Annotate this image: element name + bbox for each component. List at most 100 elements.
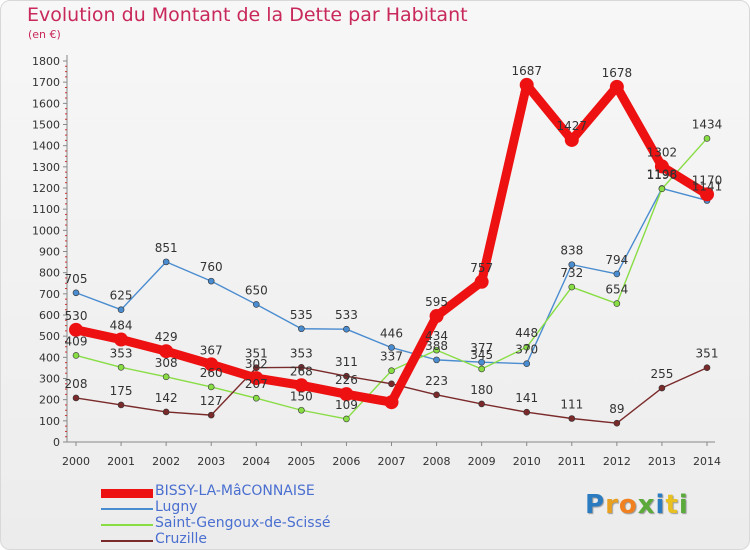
series-point-1 <box>433 356 440 364</box>
legend: BISSY-LA-MâCONNAISE Lugny Saint-Gengoux-de… <box>101 483 361 549</box>
data-label: 175 <box>110 384 133 398</box>
series-point-3 <box>613 419 621 427</box>
data-label: 530 <box>65 309 88 323</box>
x-tick-label: 2006 <box>332 455 360 468</box>
data-label: 111 <box>560 398 583 412</box>
series-point-3 <box>162 408 170 416</box>
series-point-0 <box>384 395 399 410</box>
series-point-3 <box>523 408 531 416</box>
legend-item: Saint-Gengoux-de-Scissé <box>101 515 361 533</box>
x-tick-label: 2002 <box>152 455 180 468</box>
series-point-1 <box>252 301 260 308</box>
data-label: 302 <box>245 357 268 371</box>
data-label: 409 <box>65 334 88 348</box>
x-tick-label: 2005 <box>287 455 315 468</box>
series-point-3 <box>72 394 80 402</box>
series-point-1 <box>613 270 621 278</box>
data-label: 370 <box>515 343 538 357</box>
data-label: 89 <box>609 402 624 416</box>
series-point-2 <box>72 352 80 359</box>
y-tick-label: 1700 <box>32 76 60 89</box>
data-label: 1302 <box>647 145 678 159</box>
y-tick-label: 500 <box>39 330 60 343</box>
x-tick-label: 2001 <box>107 455 135 468</box>
series-point-0 <box>429 309 444 324</box>
data-label: 377 <box>470 341 493 355</box>
data-label: 533 <box>335 308 358 322</box>
series-point-0 <box>700 187 714 202</box>
data-label: 625 <box>110 289 133 303</box>
y-tick-label: 1000 <box>32 224 60 237</box>
series-point-3 <box>298 363 305 371</box>
x-tick-label: 2004 <box>242 455 270 468</box>
data-label: 1687 <box>511 64 542 78</box>
y-tick-label: 1200 <box>32 182 60 195</box>
series-point-3 <box>117 401 125 409</box>
data-label: 260 <box>200 366 223 380</box>
data-label: 732 <box>560 266 583 280</box>
series-point-0 <box>204 357 219 372</box>
series-point-2 <box>478 365 485 373</box>
y-tick-label: 1500 <box>32 119 60 132</box>
series-point-0 <box>339 387 354 402</box>
legend-label: Saint-Gengoux-de-Scissé <box>155 515 331 531</box>
data-label: 654 <box>605 283 628 297</box>
data-label: 311 <box>335 355 358 369</box>
series-point-2 <box>162 373 170 381</box>
legend-swatch <box>101 508 153 510</box>
series-point-1 <box>162 258 170 266</box>
data-label: 484 <box>110 319 133 333</box>
data-label: 208 <box>65 377 88 391</box>
y-tick-label: 200 <box>39 394 60 407</box>
data-label: 345 <box>470 348 493 362</box>
data-label: 650 <box>245 283 268 297</box>
data-label: 226 <box>335 373 358 387</box>
series-point-2 <box>298 406 305 414</box>
series-point-0 <box>249 371 264 386</box>
data-label: 353 <box>110 346 133 360</box>
data-label: 1678 <box>602 66 633 80</box>
data-label: 308 <box>155 356 178 370</box>
series-point-0 <box>564 132 579 147</box>
y-tick-label: 1800 <box>32 55 60 68</box>
data-label: 337 <box>380 350 403 364</box>
series-point-2 <box>388 367 395 374</box>
data-label: 150 <box>290 389 313 403</box>
x-tick-label: 2013 <box>648 455 676 468</box>
data-label: 434 <box>425 329 448 343</box>
data-label: 448 <box>515 326 538 340</box>
x-tick-label: 2009 <box>468 455 496 468</box>
series-point-1 <box>523 360 531 367</box>
data-label: 760 <box>200 260 223 274</box>
data-label: 595 <box>425 295 448 309</box>
series-point-2 <box>207 383 215 391</box>
x-tick-label: 2011 <box>558 455 586 468</box>
x-tick-label: 2003 <box>197 455 225 468</box>
data-label: 142 <box>155 391 178 405</box>
data-label: 1141 <box>692 179 723 193</box>
y-tick-label: 1100 <box>32 203 60 216</box>
data-label: 535 <box>290 308 313 322</box>
x-tick-label: 2014 <box>693 455 721 468</box>
y-tick-label: 800 <box>39 267 60 280</box>
data-label: 353 <box>290 346 313 360</box>
series-point-3 <box>343 372 350 380</box>
series-point-3 <box>433 391 440 399</box>
data-label: 429 <box>155 330 178 344</box>
series-point-2 <box>343 415 350 423</box>
legend-swatch <box>101 488 153 498</box>
series-point-2 <box>433 346 440 354</box>
data-label: 141 <box>515 391 538 405</box>
legend-item: BISSY-LA-MâCONNAISE <box>101 483 361 501</box>
data-label: 207 <box>245 377 268 391</box>
series-point-3 <box>207 411 215 419</box>
proxiti-logo: Proxiti <box>585 490 689 520</box>
x-tick-label: 2000 <box>62 455 90 468</box>
x-tick-label: 2008 <box>423 455 451 468</box>
data-label: 367 <box>200 343 223 357</box>
y-tick-label: 600 <box>39 309 60 322</box>
y-tick-label: 300 <box>39 373 60 386</box>
series-point-0 <box>159 344 174 359</box>
data-label: 180 <box>470 383 493 397</box>
series-point-3 <box>703 364 711 372</box>
